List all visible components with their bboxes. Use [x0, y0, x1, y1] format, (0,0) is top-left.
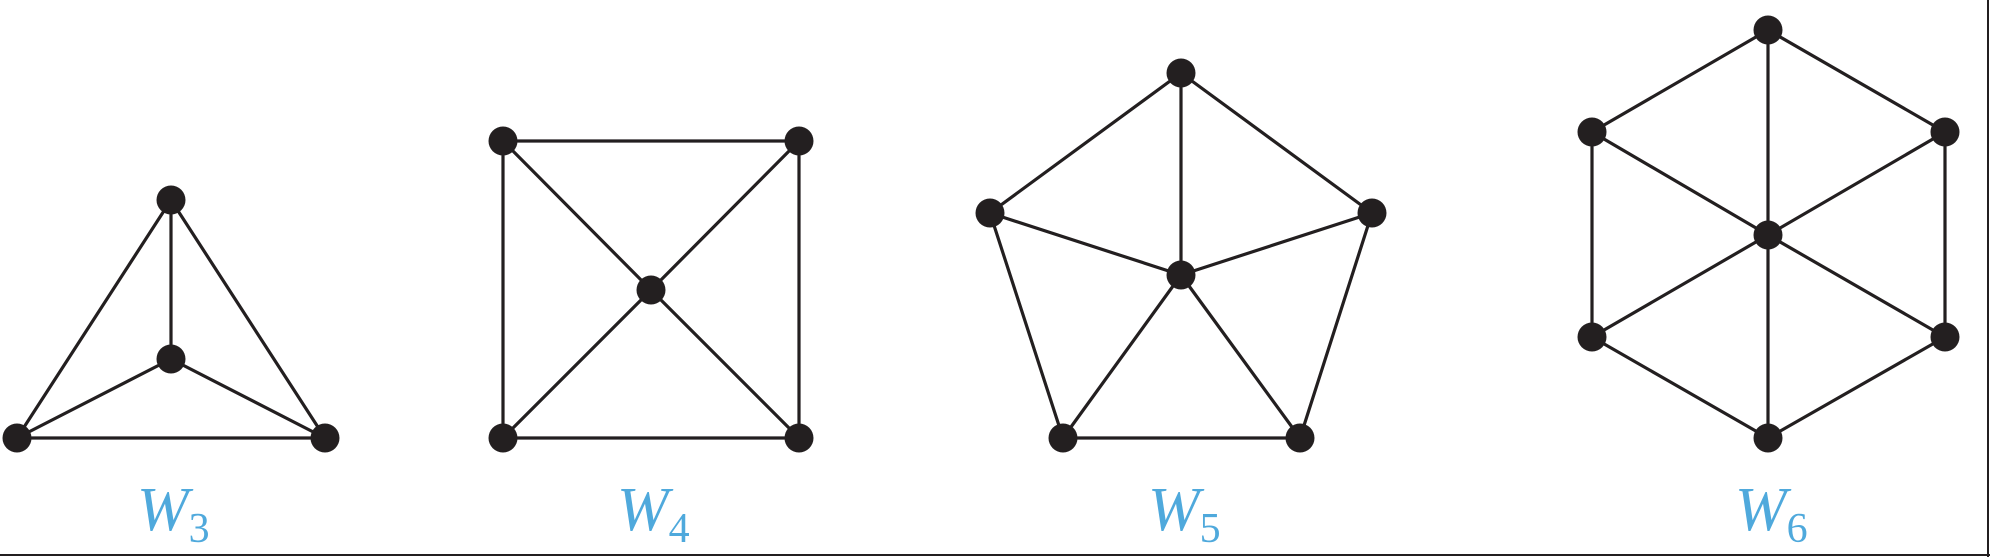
wheel-w3	[2, 185, 340, 453]
rim-vertex	[784, 126, 814, 156]
hub-vertex	[1753, 220, 1783, 250]
rim-edge	[1766, 28, 1947, 134]
rim-vertex	[784, 423, 814, 453]
spoke-edge	[1179, 273, 1302, 440]
spoke-edge	[649, 288, 801, 440]
spoke-edge	[1590, 130, 1770, 237]
hub-vertex	[1166, 260, 1196, 290]
rim-vertex	[975, 198, 1005, 228]
spoke-edge	[988, 211, 1183, 277]
spoke-edge	[1766, 130, 1947, 237]
rim-vertex	[1753, 423, 1783, 453]
wheel-w4	[488, 126, 814, 453]
rim-edge	[15, 198, 173, 440]
rim-vertex	[1357, 198, 1387, 228]
label-w4: W4	[617, 476, 690, 552]
spoke-edge	[649, 139, 801, 292]
hub-vertex	[636, 275, 666, 305]
spoke-edge	[501, 139, 653, 292]
rim-vertex	[156, 185, 186, 215]
rim-vertex	[1753, 15, 1783, 45]
label-w6: W6	[1735, 476, 1808, 552]
wheel-w6	[1577, 15, 1960, 453]
label-w5: W5	[1148, 476, 1221, 552]
rim-edge	[1766, 335, 1947, 440]
rim-edge	[169, 198, 327, 440]
rim-edge	[1590, 28, 1770, 134]
label-w3: W3	[137, 476, 210, 552]
spoke-edge	[169, 357, 327, 440]
rim-vertex	[488, 423, 518, 453]
rim-edge	[1179, 71, 1374, 215]
rim-edge	[1590, 335, 1770, 440]
wheel-w5	[975, 58, 1387, 453]
rim-edge	[988, 211, 1065, 440]
rim-vertex	[1285, 423, 1315, 453]
rim-vertex	[488, 126, 518, 156]
rim-vertex	[1577, 117, 1607, 147]
rim-edge	[988, 71, 1183, 215]
spoke-edge	[1179, 211, 1374, 277]
spoke-edge	[15, 357, 173, 440]
hub-vertex	[156, 344, 186, 374]
spoke-edge	[1766, 233, 1947, 339]
rim-vertex	[1577, 322, 1607, 352]
rim-vertex	[2, 423, 32, 453]
spoke-edge	[1061, 273, 1183, 440]
rim-vertex	[1166, 58, 1196, 88]
rim-vertex	[1048, 423, 1078, 453]
rim-edge	[1298, 211, 1374, 440]
rim-vertex	[1930, 322, 1960, 352]
spoke-edge	[1590, 233, 1770, 339]
rim-vertex	[1930, 117, 1960, 147]
rim-vertex	[310, 423, 340, 453]
spoke-edge	[501, 288, 653, 440]
